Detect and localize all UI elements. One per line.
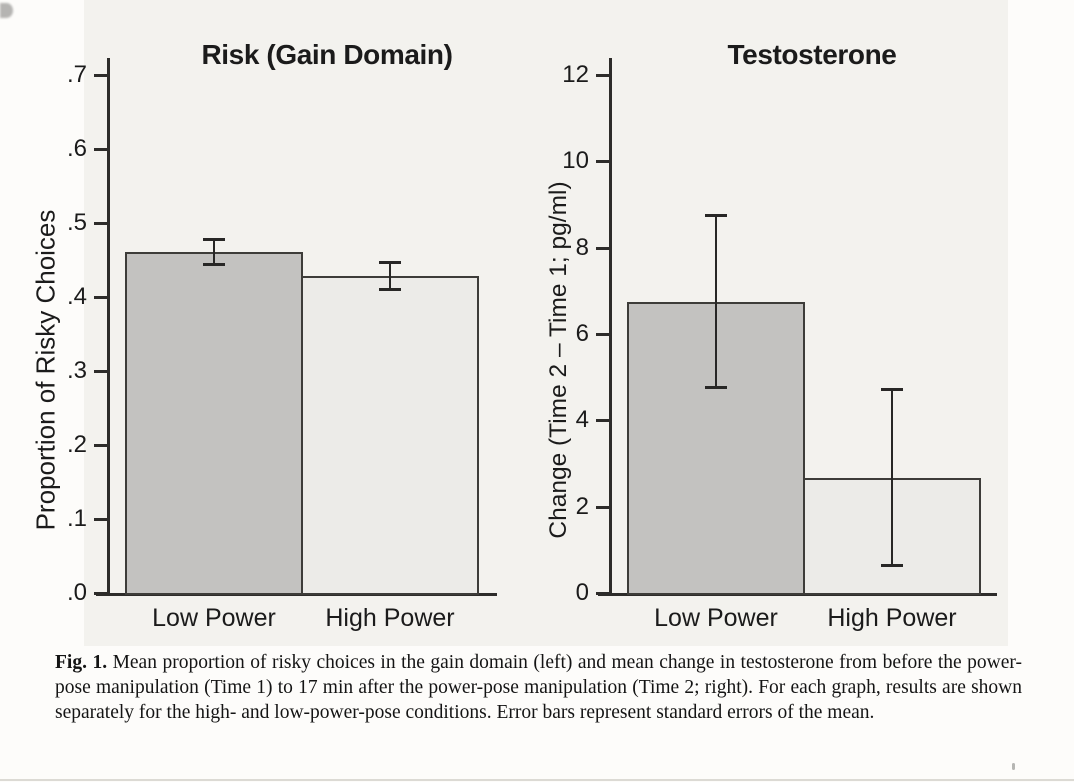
bar-high-power bbox=[301, 276, 479, 595]
category-label: High Power bbox=[827, 604, 957, 632]
y-tick-label: 8 bbox=[575, 233, 589, 261]
y-tick bbox=[596, 246, 609, 250]
error-bar-cap-top bbox=[379, 261, 401, 265]
y-tick-label: .3 bbox=[66, 357, 87, 384]
y-tick bbox=[596, 505, 609, 509]
error-bar-cap-bottom bbox=[203, 263, 225, 267]
y-tick bbox=[94, 518, 107, 521]
error-bar-cap-bottom bbox=[379, 288, 401, 292]
y-tick-label: 2 bbox=[575, 492, 589, 520]
figure-caption-text: Mean proportion of risky choices in the … bbox=[55, 652, 1022, 723]
category-label: Low Power bbox=[654, 604, 778, 632]
y-tick bbox=[596, 419, 609, 423]
y-tick bbox=[596, 332, 609, 336]
error-bar bbox=[715, 215, 717, 388]
bar-low-power bbox=[125, 251, 303, 595]
y-tick-label: .5 bbox=[66, 209, 87, 236]
y-tick-label: .0 bbox=[66, 579, 87, 606]
y-tick-label: .4 bbox=[66, 283, 87, 310]
error-bar bbox=[891, 389, 893, 567]
error-bar-cap-bottom bbox=[705, 385, 727, 389]
y-tick bbox=[596, 73, 609, 77]
error-bar-cap-bottom bbox=[881, 564, 903, 568]
y-tick-label: .2 bbox=[66, 431, 87, 458]
y-tick bbox=[94, 296, 107, 299]
error-bar-cap-top bbox=[705, 214, 727, 218]
y-tick-label: 4 bbox=[575, 406, 589, 434]
y-axis-line bbox=[609, 58, 612, 595]
page-bottom-rule bbox=[0, 779, 1074, 781]
y-tick-label: 12 bbox=[562, 60, 589, 88]
figure-caption-label: Fig. 1. bbox=[55, 652, 108, 673]
error-bar bbox=[213, 238, 215, 266]
y-tick bbox=[94, 74, 107, 77]
y-tick bbox=[94, 222, 107, 225]
y-tick-label: 10 bbox=[562, 147, 589, 175]
y-tick bbox=[94, 444, 107, 447]
chart-title-testosterone: Testosterone bbox=[727, 39, 897, 71]
y-tick bbox=[596, 592, 609, 595]
y-tick bbox=[94, 148, 107, 151]
figure-caption: Fig. 1. Mean proportion of risky choices… bbox=[55, 650, 1022, 725]
y-tick bbox=[596, 160, 609, 164]
category-label: Low Power bbox=[152, 604, 276, 632]
y-tick-label: .7 bbox=[66, 61, 87, 88]
error-bar-cap-top bbox=[203, 237, 225, 241]
error-bar bbox=[389, 262, 391, 291]
chart-title-risk: Risk (Gain Domain) bbox=[201, 39, 453, 71]
y-tick-label: 6 bbox=[575, 319, 589, 347]
y-tick-label: 0 bbox=[575, 579, 589, 606]
y-tick-label: .6 bbox=[66, 135, 87, 162]
y-axis-line bbox=[107, 58, 110, 595]
y-tick bbox=[94, 370, 107, 373]
y-tick bbox=[94, 592, 107, 595]
scan-smudge-artifact bbox=[0, 3, 13, 18]
scan-speck-artifact bbox=[1012, 763, 1015, 770]
y-tick-label: .1 bbox=[66, 505, 87, 532]
category-label: High Power bbox=[325, 604, 455, 632]
error-bar-cap-top bbox=[881, 388, 903, 392]
